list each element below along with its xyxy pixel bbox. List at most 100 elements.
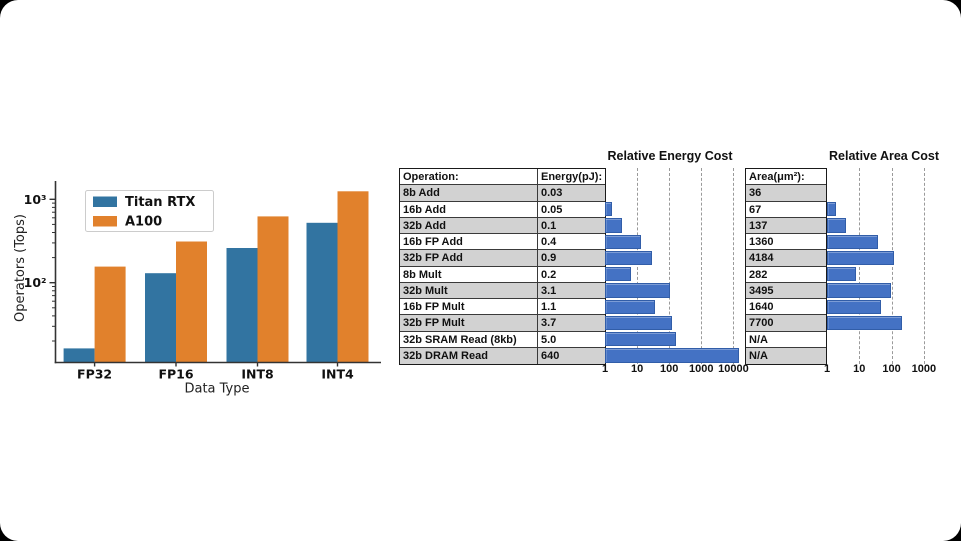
- gpu-bar-titan-rtx: [226, 248, 258, 363]
- decade-gridline: [923, 168, 925, 364]
- table-cell: 0.9: [541, 252, 557, 265]
- legend-swatch: [93, 216, 117, 227]
- cost-bar: [827, 250, 894, 265]
- legend-box: [85, 190, 214, 232]
- table-row: N/A: [746, 347, 826, 364]
- gpu-bar-titan-rtx: [63, 348, 95, 363]
- x-tick-label: FP32: [77, 367, 112, 382]
- gpu-bar-a100: [94, 266, 126, 363]
- table-row: 1360: [746, 234, 826, 251]
- cost-bar: [605, 283, 670, 298]
- table-cell: 16b FP Mult: [400, 299, 538, 315]
- decade-gridline: [669, 168, 671, 364]
- table-cell: 16b Add: [400, 201, 538, 217]
- table-cell: 32b DRAM Read: [400, 347, 538, 364]
- table-header-cell: Operation:: [400, 169, 538, 185]
- table-cell: 0.05: [541, 203, 563, 216]
- table-cell: N/A: [749, 333, 768, 346]
- cost-bar: [827, 299, 881, 314]
- energy-chart-title: Relative Energy Cost: [607, 149, 733, 163]
- axis-tick-label: 10000: [718, 363, 749, 375]
- table-cell: 32b SRAM Read (8kb): [400, 331, 538, 347]
- table-row: 4184: [746, 250, 826, 267]
- area-axis-ticks: 1 10 100 1000: [823, 363, 939, 377]
- table-cell: 32b FP Mult: [400, 315, 538, 331]
- table-cell: 0.2: [541, 268, 557, 281]
- cost-bar: [605, 332, 677, 347]
- cost-bar: [827, 315, 903, 330]
- table-row: 32b SRAM Read (8kb) 5.0: [400, 331, 605, 348]
- table-cell: 1360: [749, 236, 774, 248]
- table-row: 282: [746, 266, 826, 283]
- operation-energy-table: Operation: Energy(pJ): 8b Add 0.03 16b Add 0.…: [399, 168, 606, 365]
- axis-tick-label: 10: [630, 363, 644, 375]
- table-cell: 32b FP Add: [400, 250, 538, 266]
- legend-label: A100: [125, 215, 162, 230]
- table-row: 32b Mult 3.1: [400, 282, 605, 299]
- table-cell: 1.1: [541, 301, 557, 313]
- axis-tick-label: 100: [882, 363, 901, 375]
- y-axis-label: Operators (Tops): [13, 214, 28, 322]
- table-row: 36: [746, 185, 826, 202]
- table-cell: 5.0: [541, 333, 557, 346]
- cost-bar: [605, 267, 632, 282]
- table-cell: 7700: [749, 317, 774, 330]
- table-cell: 0.1: [541, 219, 557, 232]
- table-row: 32b DRAM Read 640: [400, 347, 605, 364]
- decade-gridline: [859, 168, 861, 364]
- decade-gridline: [733, 168, 735, 364]
- table-row: 16b FP Mult 1.1: [400, 299, 605, 316]
- table-header-cell: Area(μm²):: [749, 171, 805, 183]
- axis-tick-label: 100: [660, 363, 679, 375]
- decade-gridline: [701, 168, 703, 364]
- table-row: N/A: [746, 331, 826, 348]
- x-tick-label: FP16: [158, 367, 193, 382]
- cost-bar: [605, 315, 673, 330]
- area-table: Area(μm²): 36 67 137 1360 4184 282 3495 1640 7700…: [745, 168, 827, 365]
- area-cost-bars: [827, 168, 937, 364]
- gpu-bar-titan-rtx: [145, 273, 176, 363]
- cost-bar: [605, 234, 642, 249]
- table-row: 16b Add 0.05: [400, 201, 605, 218]
- table-cell: 32b Mult: [400, 282, 538, 298]
- table-row: 67: [746, 201, 826, 218]
- gpu-bar-titan-rtx: [306, 222, 338, 363]
- area-chart-title: Relative Area Cost: [829, 149, 939, 163]
- energy-axis-ticks: 1 10 100 1000 10000: [601, 363, 749, 377]
- cost-bar: [605, 348, 739, 363]
- decade-gridline: [891, 168, 893, 364]
- energy-cost-bars: [605, 168, 741, 364]
- axis-tick-label: 1: [601, 363, 609, 375]
- table-cell: 8b Mult: [400, 266, 538, 282]
- gpu-throughput-chart: 10³ 10² FP32 FP16 INT8 INT4 Data Type Operators…: [13, 181, 381, 397]
- x-tick-label: INT8: [241, 367, 273, 382]
- cost-bar: [827, 234, 878, 249]
- table-cell: 36: [749, 187, 762, 200]
- table-cell: 0.4: [541, 236, 557, 248]
- table-row: 7700: [746, 315, 826, 332]
- table-row: 8b Add 0.03: [400, 185, 605, 202]
- cost-bar: [605, 202, 613, 217]
- table-cell: 3.1: [541, 284, 557, 297]
- table-cell: 32b Add: [400, 217, 538, 233]
- gpu-bar-a100: [176, 241, 207, 363]
- cost-bar: [827, 218, 846, 233]
- table-cell: 1640: [749, 301, 774, 313]
- table-header-row: Operation: Energy(pJ):: [400, 169, 605, 186]
- table-cell: 282: [749, 268, 768, 281]
- table-cell: 16b FP Add: [400, 234, 538, 250]
- axis-tick-label: 10: [853, 363, 866, 375]
- table-row: 32b Add 0.1: [400, 217, 605, 234]
- table-cell: 640: [541, 349, 560, 362]
- table-row: 3495: [746, 282, 826, 299]
- table-row: 137: [746, 217, 826, 234]
- table-cell: 3.7: [541, 317, 557, 330]
- cost-bar: [827, 267, 856, 282]
- table-cell: 4184: [749, 252, 774, 265]
- x-tick-label: INT4: [321, 367, 354, 382]
- table-row: 32b FP Mult 3.7: [400, 315, 605, 332]
- axis-tick-label: 1: [823, 363, 831, 375]
- cost-bar: [605, 218, 622, 233]
- y-tick-label: 10³: [24, 192, 47, 207]
